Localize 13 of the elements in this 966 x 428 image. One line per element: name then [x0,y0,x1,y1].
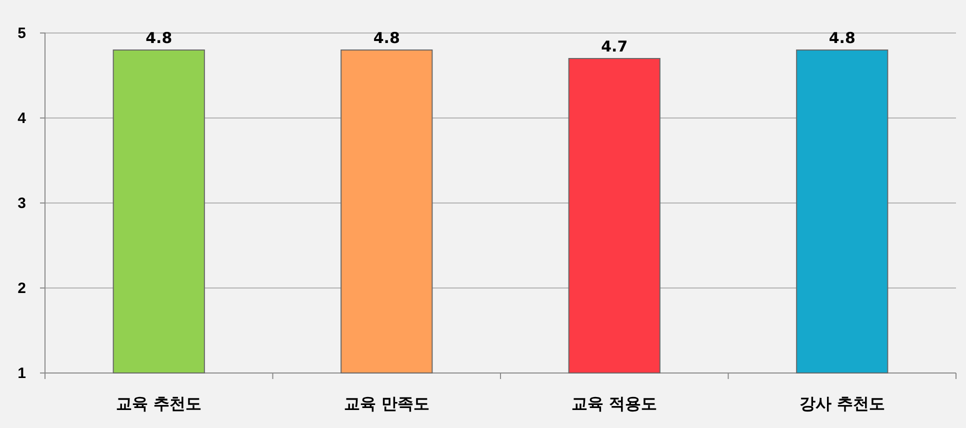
x-tick-label: 교육 만족도 [344,394,430,413]
x-tick-label: 교육 적용도 [572,394,658,413]
y-tick-label: 5 [18,24,26,42]
data-label: 4.8 [828,29,856,47]
y-tick-label: 2 [18,280,26,297]
x-tick-label: 교육 추천도 [116,394,202,413]
y-tick-label: 4 [18,110,27,127]
x-tick-label: 강사 추천도 [799,394,885,413]
y-tick-label: 1 [18,364,26,382]
data-label: 4.8 [146,29,172,47]
y-tick-label: 3 [18,194,26,212]
data-label: 4.8 [373,29,400,47]
data-label: 4.7 [601,38,628,56]
